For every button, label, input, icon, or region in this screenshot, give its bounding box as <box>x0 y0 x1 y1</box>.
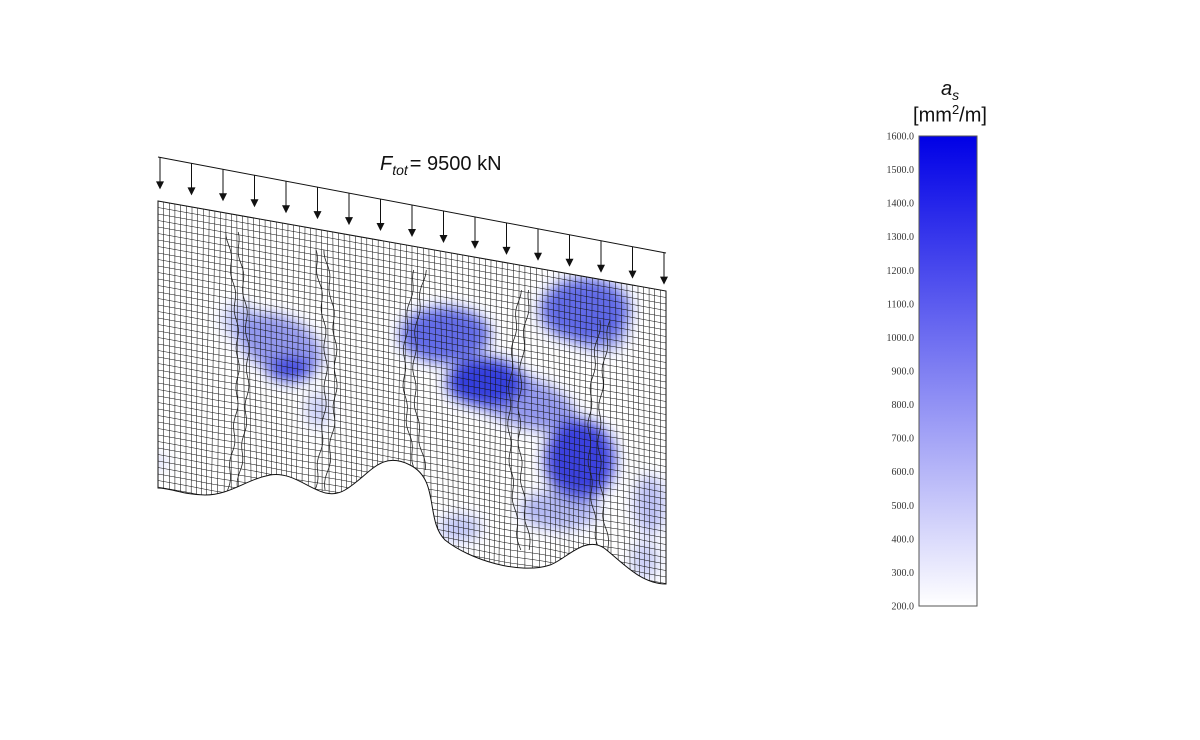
legend-tick-label: 700.0 <box>892 434 915 445</box>
legend-unit-prefix: [mm <box>913 104 952 127</box>
rib-edge <box>587 319 602 561</box>
rib-edge <box>597 319 611 561</box>
load-arrow <box>187 163 196 196</box>
legend-tick-label: 1000.0 <box>887 333 915 344</box>
legend-tick-label: 1600.0 <box>887 132 915 143</box>
load-label: Ftot = 9500 kN <box>380 153 502 178</box>
legend-subscript: s <box>952 87 960 103</box>
load-arrows <box>156 156 668 285</box>
rib-lines <box>225 231 611 561</box>
load-arrow <box>597 240 605 273</box>
load-arrow <box>219 169 227 202</box>
load-arrow <box>250 175 259 208</box>
legend-tick-label: 1300.0 <box>887 232 915 243</box>
legend-tick-label: 500.0 <box>892 501 915 512</box>
legend-tick-label: 200.0 <box>892 602 915 613</box>
legend-tick-label: 1200.0 <box>887 266 915 277</box>
legend-unit: [mm2/m] <box>905 102 995 128</box>
load-arrow <box>471 216 479 249</box>
load-arrow <box>660 252 668 285</box>
colorbar: 1600.0 1500.0 1400.0 1300.0 1200.0 1100.0 1000… <box>887 132 978 613</box>
rib-edge <box>412 269 427 471</box>
rib-edge <box>402 269 416 471</box>
legend-tick-label: 300.0 <box>892 568 915 579</box>
load-symbol: F <box>380 153 394 175</box>
load-arrow <box>313 187 322 220</box>
load-arrow <box>282 181 290 214</box>
load-arrow <box>156 157 164 190</box>
rib-edge <box>314 249 328 491</box>
load-arrow <box>408 205 416 237</box>
legend-tick-label: 800.0 <box>892 400 915 411</box>
load-arrow <box>628 246 637 279</box>
legend-tick-label: 600.0 <box>892 467 915 478</box>
load-arrow <box>345 193 353 226</box>
legend-tick-label: 1100.0 <box>887 299 914 310</box>
wall-outline <box>157 200 667 585</box>
load-arrow <box>376 199 385 232</box>
legend-symbol-text: a <box>940 78 953 100</box>
load-arrow <box>502 222 511 255</box>
legend-symbol: as <box>905 78 995 103</box>
legend-tick-label: 900.0 <box>892 367 915 378</box>
colorbar-gradient <box>918 135 978 607</box>
rib-edge <box>517 289 531 551</box>
legend-unit-suffix: /m] <box>959 104 987 127</box>
rib-edge <box>225 231 240 493</box>
rib-edge <box>236 231 250 493</box>
load-subscript: tot <box>392 162 409 178</box>
legend-tick-label: 1400.0 <box>887 199 915 210</box>
legend-unit-sup: 2 <box>951 102 960 117</box>
load-arrow <box>534 228 542 261</box>
load-arrow <box>439 210 448 243</box>
rib-edge <box>323 249 338 491</box>
load-arrow <box>565 234 574 267</box>
load-value: = 9500 kN <box>410 153 502 175</box>
rib-edge <box>507 289 522 551</box>
legend-tick-label: 1500.0 <box>887 165 915 176</box>
legend-tick-label: 400.0 <box>892 534 915 545</box>
